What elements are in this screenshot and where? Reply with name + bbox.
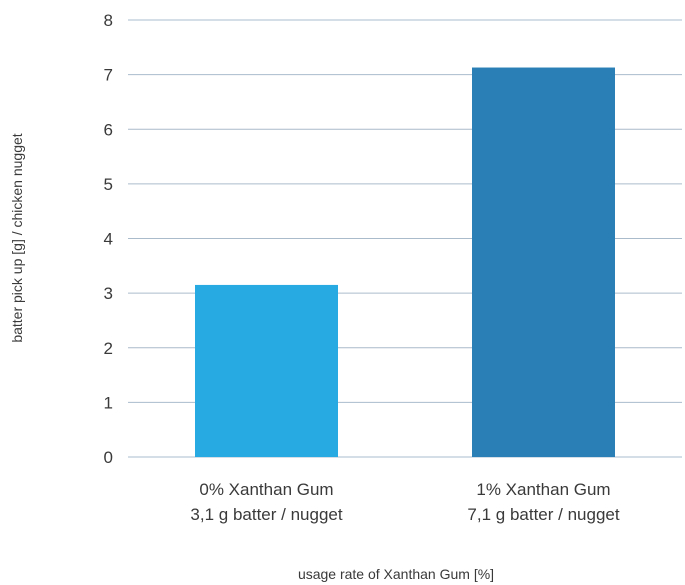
- y-tick-label: 8: [104, 11, 113, 30]
- bars: [195, 67, 615, 458]
- bar: [472, 67, 615, 458]
- x-axis-title: usage rate of Xanthan Gum [%]: [298, 566, 494, 582]
- x-category-label: 0% Xanthan Gum: [199, 480, 333, 499]
- y-tick-label: 5: [104, 175, 113, 194]
- y-tick-label: 2: [104, 339, 113, 358]
- y-tick-label: 4: [104, 230, 113, 249]
- y-axis-title: batter pick up [g] / chicken nugget: [9, 133, 25, 342]
- y-tick-label: 7: [104, 66, 113, 85]
- x-category-label: 7,1 g batter / nugget: [467, 505, 619, 524]
- x-category-label: 1% Xanthan Gum: [476, 480, 610, 499]
- bar: [195, 284, 338, 457]
- x-axis-category-labels: 0% Xanthan Gum 3,1 g batter / nugget 1% Xa…: [190, 480, 619, 524]
- y-tick-label: 3: [104, 284, 113, 303]
- x-category-label: 3,1 g batter / nugget: [190, 505, 342, 524]
- y-axis-tick-labels: 0 1 2 3 4 5 6 7 8: [104, 11, 113, 467]
- y-tick-label: 1: [104, 393, 113, 412]
- y-tick-label: 0: [104, 448, 113, 467]
- y-tick-label: 6: [104, 120, 113, 139]
